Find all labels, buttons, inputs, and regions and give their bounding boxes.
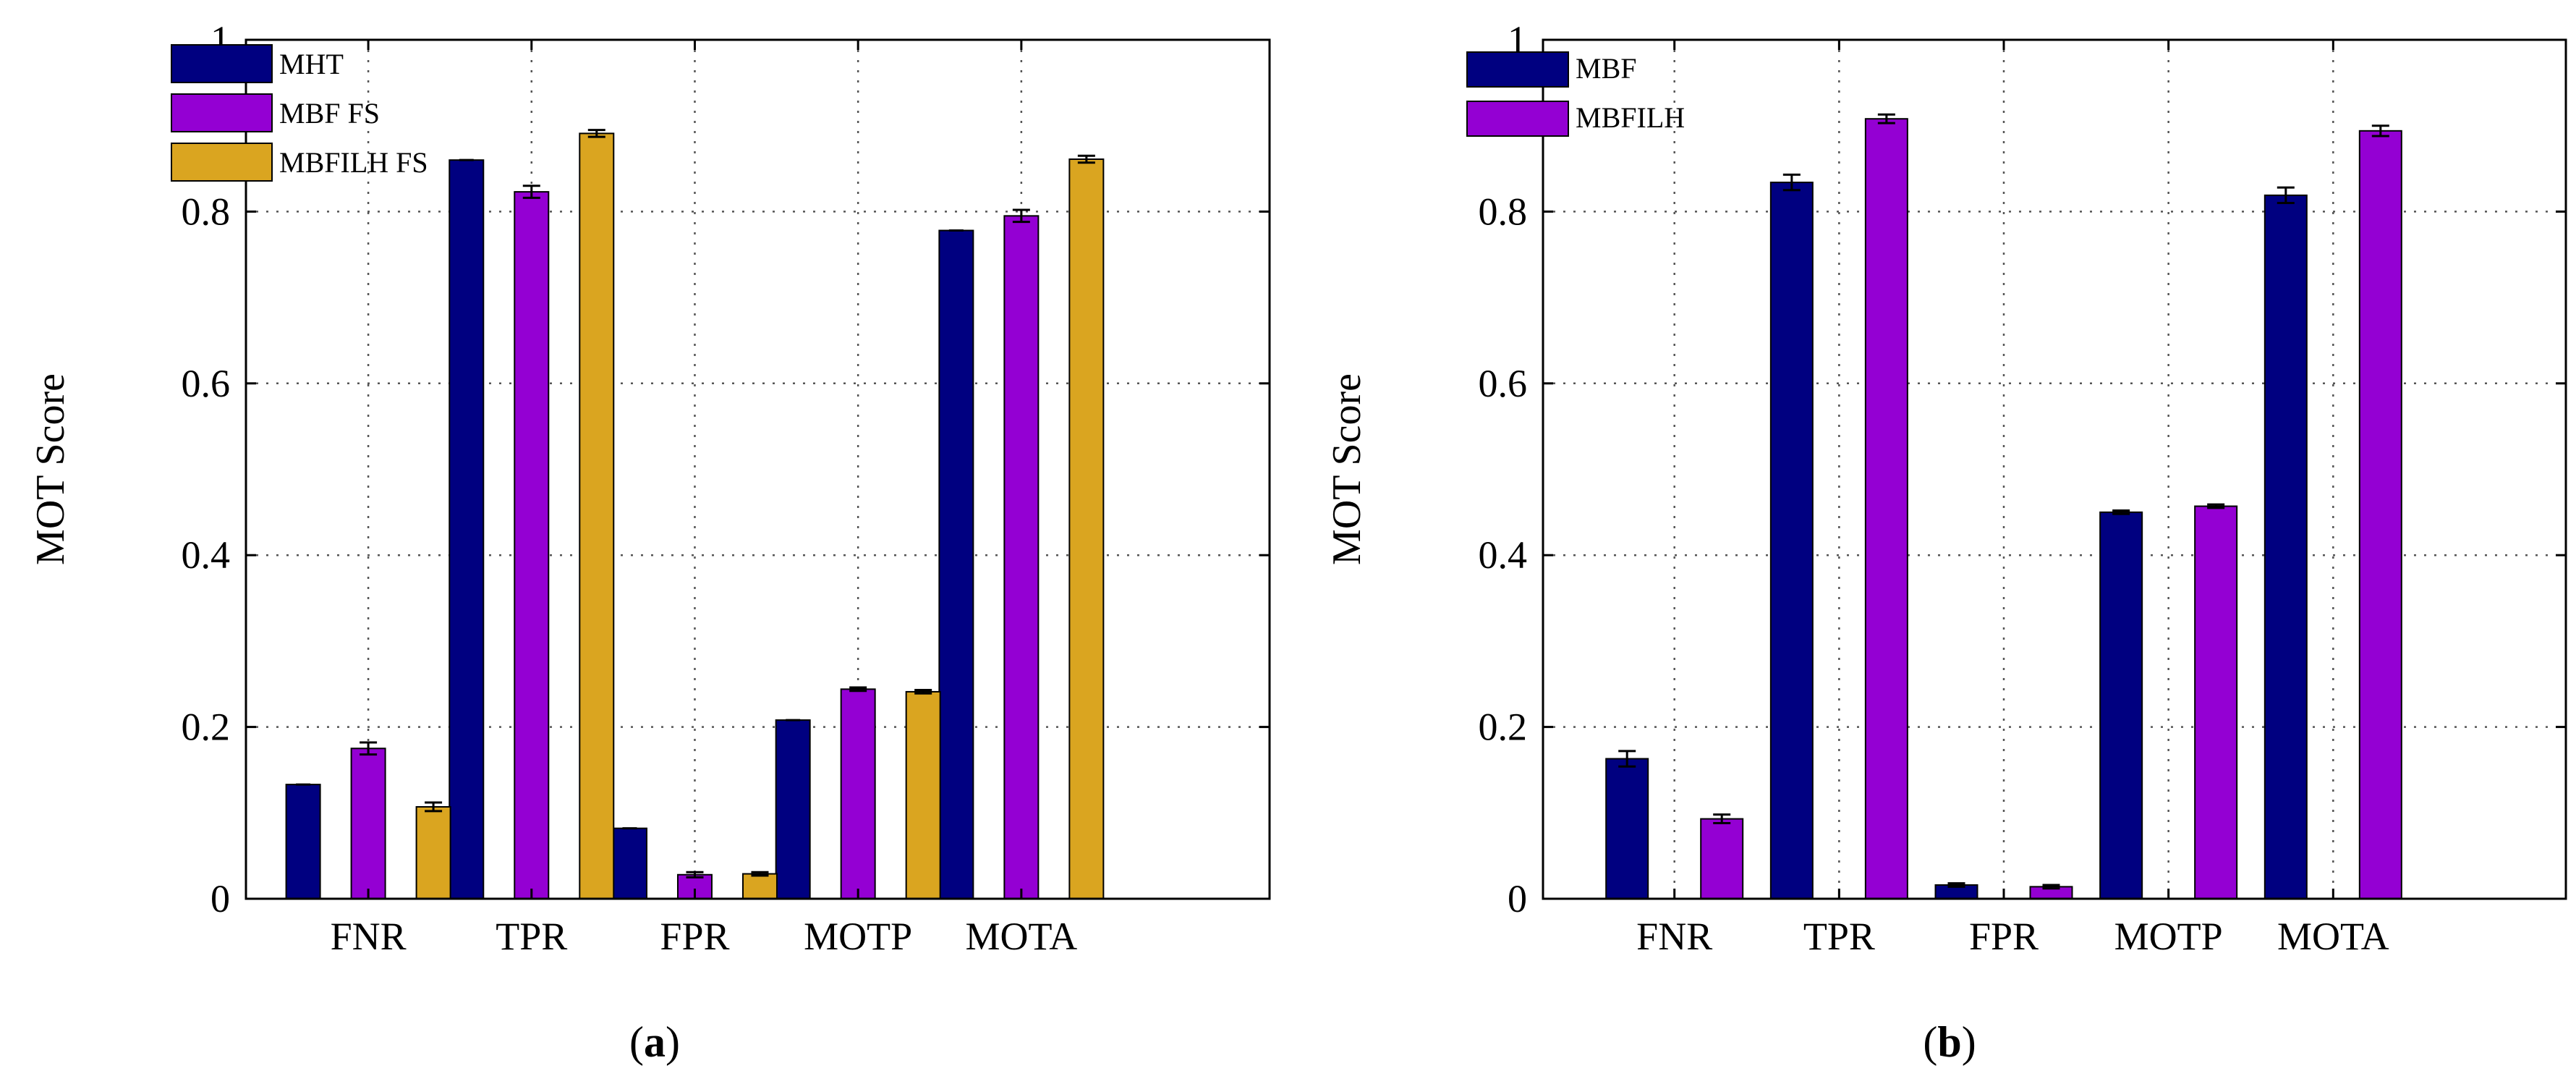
legend-label-b-1: MBFILH	[1576, 101, 1685, 134]
error-bar-b-0-3	[2112, 509, 2130, 515]
error-bar-b-0-0	[1618, 750, 1636, 768]
error-bar-a-1-4	[1012, 208, 1030, 224]
bar-a-0-3	[775, 719, 811, 899]
x-tick-label-a-2: FPR	[660, 915, 729, 958]
x-tick-label-a-0: FNR	[331, 915, 407, 958]
bar-a-1-0	[350, 748, 386, 900]
y-tick-label-b-1: 0.2	[1479, 706, 1528, 749]
panel-caption-a: (a)	[629, 1018, 680, 1066]
error-bar-b-0-1	[1782, 173, 1801, 192]
error-bar-a-2-3	[914, 689, 932, 695]
y-tick-label-b-3: 0.6	[1479, 362, 1528, 405]
bar-a-2-3	[905, 690, 941, 899]
y-tick-label-a-4: 0.8	[182, 190, 231, 233]
bar-a-0-2	[611, 827, 647, 900]
error-bar-b-1-3	[2207, 503, 2225, 509]
error-bar-a-2-0	[425, 801, 443, 813]
bar-b-0-4	[2263, 194, 2308, 899]
error-bar-a-2-4	[1077, 154, 1095, 164]
error-bar-a-1-1	[522, 185, 540, 199]
y-tick-label-a-1: 0.2	[182, 706, 231, 749]
x-tick-label-b-4: MOTA	[2277, 915, 2389, 958]
bar-a-2-1	[579, 132, 615, 899]
y-axis-title-a: MOT Score	[28, 373, 73, 565]
legend-swatch-a-0	[171, 44, 273, 83]
error-bar-a-1-3	[849, 686, 867, 693]
error-bar-b-1-0	[1713, 813, 1731, 825]
bar-b-1-4	[2358, 130, 2402, 899]
bar-a-2-0	[415, 805, 451, 899]
bar-a-1-3	[840, 688, 876, 899]
y-tick-label-b-0: 0	[1508, 877, 1527, 920]
bar-b-1-1	[1864, 118, 1908, 900]
error-bar-b-1-1	[1877, 113, 1895, 124]
y-axis-title-b: MOT Score	[1325, 373, 1369, 565]
x-tick-label-a-3: MOTP	[804, 915, 912, 958]
legend-label-a-0: MHT	[279, 48, 344, 80]
legend-label-b-0: MBF	[1576, 52, 1637, 85]
bar-b-0-3	[2099, 511, 2143, 899]
bar-b-1-0	[1700, 818, 1744, 900]
error-bar-b-1-4	[2371, 124, 2389, 137]
x-tick-label-a-4: MOTA	[966, 915, 1078, 958]
legend-swatch-b-1	[1466, 101, 1569, 137]
error-bar-b-0-2	[1947, 882, 1965, 888]
bar-b-1-3	[2194, 505, 2238, 899]
axes-frame-a	[245, 38, 1271, 900]
bar-a-1-1	[514, 191, 550, 899]
bar-b-0-0	[1605, 758, 1649, 900]
error-bar-b-1-2	[2042, 884, 2060, 890]
y-tick-label-a-3: 0.6	[182, 362, 231, 405]
error-bar-a-1-2	[686, 871, 704, 878]
panel-caption-b: (b)	[1923, 1018, 1976, 1066]
y-tick-label-a-2: 0.4	[182, 533, 231, 577]
x-tick-label-b-2: FPR	[1969, 915, 2039, 958]
x-tick-label-a-1: TPR	[496, 915, 567, 958]
error-bar-b-0-4	[2277, 186, 2295, 205]
bar-a-0-1	[449, 159, 485, 899]
x-tick-label-b-1: TPR	[1803, 915, 1875, 958]
axes-frame-b	[1542, 38, 2567, 900]
legend-swatch-b-0	[1466, 51, 1569, 88]
legend-swatch-a-2	[171, 143, 273, 182]
y-tick-label-a-0: 0	[211, 877, 230, 920]
error-bar-a-2-2	[751, 871, 769, 877]
bar-b-0-1	[1769, 182, 1814, 900]
x-tick-label-b-0: FNR	[1636, 915, 1712, 958]
y-tick-label-b-4: 0.8	[1479, 190, 1528, 233]
legend-label-a-2: MBFILH FS	[279, 146, 428, 179]
bar-a-0-0	[285, 784, 321, 900]
bar-a-1-4	[1003, 215, 1040, 899]
x-tick-label-b-3: MOTP	[2114, 915, 2223, 958]
y-tick-label-b-2: 0.4	[1479, 533, 1528, 577]
bar-a-0-4	[938, 229, 974, 900]
error-bar-a-1-0	[360, 741, 378, 756]
bar-a-2-2	[741, 873, 778, 900]
legend-swatch-a-1	[171, 93, 273, 132]
error-bar-a-2-1	[587, 129, 605, 138]
legend-label-a-1: MBF FS	[279, 97, 380, 130]
bar-a-2-4	[1068, 158, 1105, 900]
